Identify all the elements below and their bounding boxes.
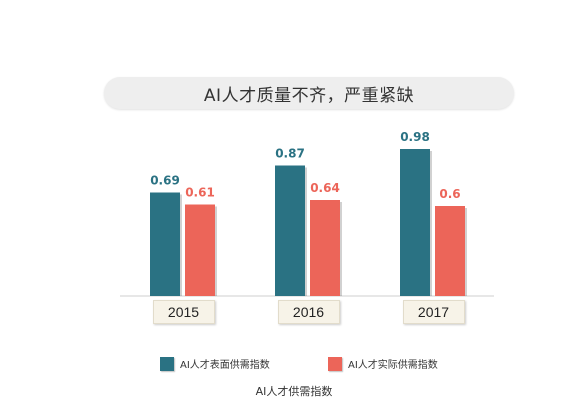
value-label-2017-series-1: 0.98 bbox=[400, 130, 430, 144]
legend-swatch-supply bbox=[160, 356, 174, 371]
legend-item-supply: AI人才表面供需指数 bbox=[160, 356, 270, 371]
bar-2017-series-2 bbox=[435, 206, 465, 296]
legend-label-actual: AI人才实际供需指数 bbox=[348, 360, 438, 371]
value-label-2015-series-1: 0.69 bbox=[150, 174, 180, 188]
bar-2017-series-1 bbox=[400, 149, 430, 296]
chart-subtitle: AI人才供需指数 bbox=[255, 385, 333, 398]
category-label-2017: 2017 bbox=[402, 300, 465, 324]
chart-title: AI人才质量不齐，严重紧缺 bbox=[104, 77, 514, 109]
value-label-2016-series-2: 0.64 bbox=[310, 181, 340, 195]
bar-2015-series-1 bbox=[150, 192, 180, 296]
value-label-2017-series-2: 0.6 bbox=[439, 187, 460, 201]
bar-2016-series-1 bbox=[275, 165, 305, 296]
legend-label-supply: AI人才表面供需指数 bbox=[180, 360, 270, 371]
value-label-2016-series-1: 0.87 bbox=[275, 147, 305, 161]
category-label-2016: 2016 bbox=[277, 300, 340, 324]
legend-item-actual: AI人才实际供需指数 bbox=[328, 356, 438, 371]
bar-2016-series-2 bbox=[310, 200, 340, 296]
bars-group bbox=[150, 149, 467, 296]
value-labels-group: 0.69 0.61 0.87 0.64 0.98 0.6 bbox=[150, 130, 460, 201]
value-label-2015-series-2: 0.61 bbox=[185, 186, 215, 200]
bar-2015-series-2 bbox=[185, 204, 215, 296]
legend-swatch-actual bbox=[328, 356, 342, 371]
category-label-2015: 2015 bbox=[152, 300, 215, 324]
